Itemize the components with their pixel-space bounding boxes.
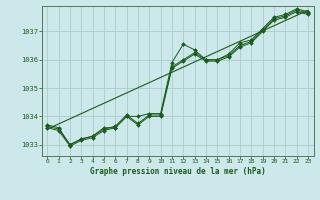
X-axis label: Graphe pression niveau de la mer (hPa): Graphe pression niveau de la mer (hPa): [90, 167, 266, 176]
